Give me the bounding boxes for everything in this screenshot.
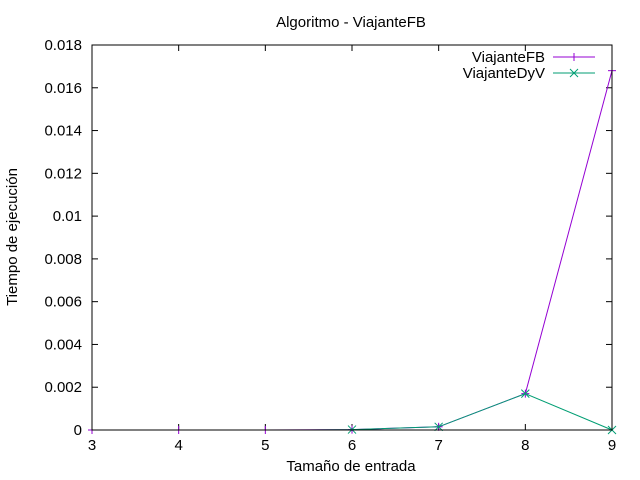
x-tick-label: 5 <box>261 437 269 454</box>
x-tick-label: 9 <box>608 437 616 454</box>
y-axis-ticks: 0 0.002 0.004 0.006 0.008 0.01 0.012 0.014 0.016… <box>44 37 612 439</box>
y-tick-label: 0.004 <box>44 336 82 353</box>
y-tick-label: 0.01 <box>53 208 82 225</box>
x-tick-label: 3 <box>88 437 96 454</box>
chart-title: Algoritmo - ViajanteFB <box>276 14 426 31</box>
legend-label: ViajanteDyV <box>463 65 545 82</box>
x-axis-label: Tamaño de entrada <box>286 458 416 475</box>
y-tick-label: 0.012 <box>44 165 82 182</box>
x-tick-label: 7 <box>434 437 442 454</box>
y-axis-label: Tiempo de ejecución <box>4 168 21 306</box>
legend-label: ViajanteFB <box>472 49 545 66</box>
y-tick-label: 0 <box>74 422 82 439</box>
y-tick-label: 0.014 <box>44 123 82 140</box>
plot-frame <box>91 44 613 431</box>
y-tick-label: 0.006 <box>44 294 82 311</box>
legend-marker <box>570 53 578 61</box>
legend-marker <box>569 68 579 78</box>
x-tick-label: 4 <box>174 437 182 454</box>
y-tick-label: 0.008 <box>44 251 82 268</box>
data-point <box>520 389 530 398</box>
x-tick-label: 8 <box>521 437 529 454</box>
y-tick-label: 0.016 <box>44 80 82 97</box>
data-point <box>434 422 444 432</box>
y-tick-label: 0.018 <box>44 37 82 54</box>
y-tick-label: 0.002 <box>44 379 82 396</box>
x-tick-label: 6 <box>348 437 356 454</box>
